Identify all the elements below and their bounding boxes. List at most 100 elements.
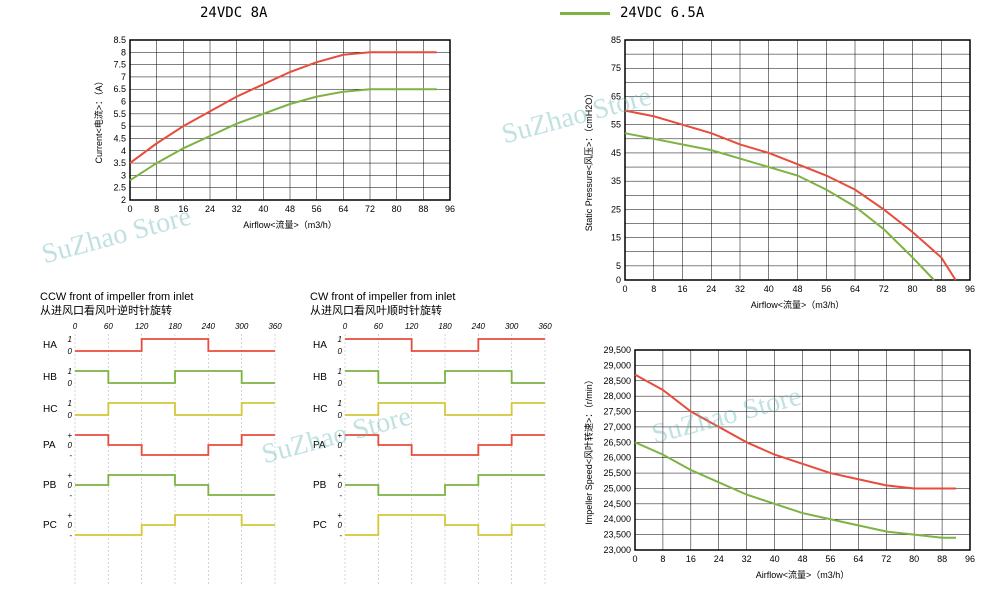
svg-text:55: 55 [611,120,621,130]
svg-text:HA: HA [43,340,57,351]
svg-text:0: 0 [338,379,343,388]
svg-text:25,000: 25,000 [603,483,631,493]
svg-text:4.5: 4.5 [113,133,126,143]
svg-text:1: 1 [338,335,342,344]
svg-text:25,500: 25,500 [603,468,631,478]
svg-text:0: 0 [338,441,343,450]
svg-text:32: 32 [232,204,242,214]
svg-text:27,000: 27,000 [603,422,631,432]
svg-text:24: 24 [205,204,215,214]
svg-text:40: 40 [258,204,268,214]
svg-text:+: + [67,471,72,480]
svg-text:0: 0 [68,379,73,388]
svg-text:Airflow<流量>（m3/h）: Airflow<流量>（m3/h） [243,219,337,230]
pressure-chart-svg: 0816243240485664728088960515253545556575… [580,30,980,310]
svg-text:6: 6 [121,97,126,107]
timing-cw-title: CW front of impeller from inlet 从进风口看风叶顺… [310,290,560,319]
svg-text:0: 0 [68,347,73,356]
svg-text:80: 80 [909,554,919,564]
timing-cw-title-cn: 从进风口看风叶顺时针旋转 [310,304,560,318]
svg-text:8: 8 [154,204,159,214]
svg-text:2: 2 [121,195,126,205]
svg-text:0: 0 [68,481,73,490]
svg-text:3: 3 [121,170,126,180]
svg-text:7.5: 7.5 [113,60,126,70]
svg-text:8: 8 [660,554,665,564]
svg-text:7: 7 [121,72,126,82]
svg-text:65: 65 [611,91,621,101]
svg-text:72: 72 [365,204,375,214]
legend-label-2: 24VDC 6.5A [620,5,704,21]
svg-text:0: 0 [338,521,343,530]
svg-text:85: 85 [611,35,621,45]
svg-text:240: 240 [201,322,216,331]
svg-text:56: 56 [821,284,831,294]
svg-text:PC: PC [43,520,57,531]
svg-text:40: 40 [764,284,774,294]
speed-chart-svg: 08162432404856647280889623,00023,50024,0… [580,340,980,580]
svg-text:4: 4 [121,146,126,156]
svg-text:25: 25 [611,204,621,214]
timing-cw-svg: 060120180240300360HA10HB10HC10PA+0-PB+0-… [310,319,560,589]
svg-text:32: 32 [742,554,752,564]
svg-text:24,500: 24,500 [603,499,631,509]
svg-text:+: + [67,431,72,440]
svg-text:64: 64 [850,284,860,294]
svg-text:24,000: 24,000 [603,514,631,524]
svg-text:80: 80 [392,204,402,214]
svg-text:1: 1 [338,399,342,408]
svg-text:120: 120 [135,322,149,331]
svg-text:2.5: 2.5 [113,183,126,193]
svg-text:180: 180 [438,322,452,331]
legend-swatch-2 [560,12,610,15]
svg-text:8: 8 [121,47,126,57]
svg-text:1: 1 [68,399,72,408]
timing-ccw-title: CCW front of impeller from inlet 从进风口看风叶… [40,290,290,319]
svg-text:72: 72 [879,284,889,294]
legend: 24VDC 8A [140,5,267,21]
svg-text:0: 0 [632,554,637,564]
legend2: 24VDC 6.5A [560,5,704,21]
svg-text:16: 16 [677,284,687,294]
svg-text:5: 5 [121,121,126,131]
svg-text:PA: PA [313,440,326,451]
svg-text:6.5: 6.5 [113,84,126,94]
svg-text:HC: HC [313,404,327,415]
svg-text:16: 16 [686,554,696,564]
svg-text:0: 0 [338,347,343,356]
svg-text:1: 1 [338,367,342,376]
svg-text:0: 0 [127,204,132,214]
svg-text:0: 0 [68,441,73,450]
svg-text:Airflow<流量>（m3/h）: Airflow<流量>（m3/h） [751,299,845,310]
svg-text:5: 5 [616,261,621,271]
svg-text:28,500: 28,500 [603,376,631,386]
svg-text:360: 360 [538,322,552,331]
svg-text:15: 15 [611,233,621,243]
svg-text:HB: HB [313,372,327,383]
svg-text:96: 96 [965,554,975,564]
timing-cw-title-en: CW front of impeller from inlet [310,290,560,304]
svg-text:-: - [69,491,72,500]
svg-text:HA: HA [313,340,327,351]
svg-text:26,000: 26,000 [603,453,631,463]
svg-text:8.5: 8.5 [113,35,126,45]
svg-text:240: 240 [471,322,486,331]
current-chart-svg: 08162432404856647280889622.533.544.555.5… [90,30,460,230]
svg-text:35: 35 [611,176,621,186]
svg-text:0: 0 [343,322,348,331]
svg-text:0: 0 [338,411,343,420]
svg-text:56: 56 [312,204,322,214]
svg-text:24: 24 [706,284,716,294]
svg-text:-: - [69,531,72,540]
svg-text:23,000: 23,000 [603,545,631,555]
svg-text:28,000: 28,000 [603,391,631,401]
svg-text:96: 96 [445,204,455,214]
svg-text:80: 80 [907,284,917,294]
timing-ccw-svg: 060120180240300360HA10HB10HC10PA+0-PB+0-… [40,319,290,589]
svg-text:40: 40 [770,554,780,564]
svg-text:88: 88 [418,204,428,214]
svg-text:75: 75 [611,63,621,73]
svg-text:-: - [69,451,72,460]
svg-text:+: + [337,511,342,520]
svg-text:24: 24 [714,554,724,564]
